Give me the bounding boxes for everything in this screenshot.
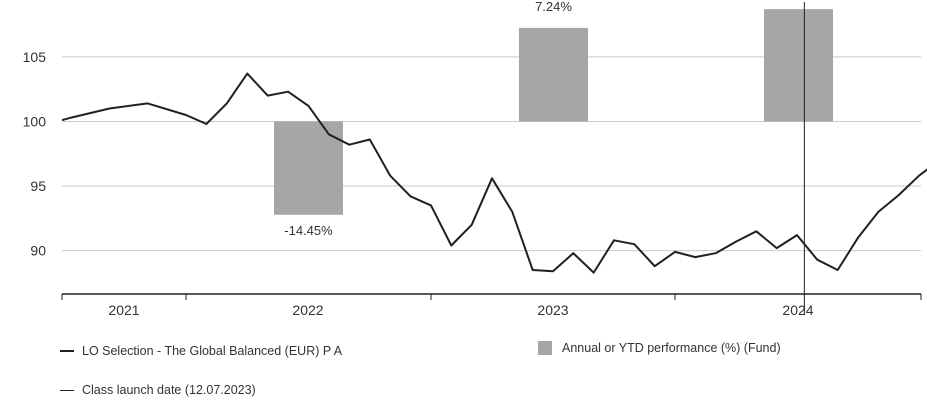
x-tick-label-2023: 2023: [537, 302, 568, 318]
performance-chart: 90 95 100 105 2021 2022 2023 2024 -14.45% 7.24%…: [23, 0, 927, 318]
x-axis: 2021 2022 2023 2024: [61, 293, 922, 318]
series-lines: [61, 72, 927, 274]
legend-series-label: LO Selection - The Global Balanced (EUR)…: [82, 344, 343, 358]
legend-launch-swatch: [60, 389, 74, 391]
series-line-0: [61, 72, 927, 274]
y-tick-label: 95: [30, 178, 46, 194]
bar-2022: [274, 121, 343, 215]
legend-series: LO Selection - The Global Balanced (EUR)…: [60, 344, 342, 358]
y-tick-label: 105: [23, 49, 47, 65]
bar-2023: [519, 27, 588, 122]
y-axis-ticks: 90 95 100 105: [23, 49, 47, 259]
legend-bars-label: Annual or YTD performance (%) (Fund): [562, 341, 781, 355]
legend-series-swatch: [60, 350, 74, 352]
y-tick-label: 90: [30, 243, 46, 259]
legend-bars: Annual or YTD performance (%) (Fund): [538, 341, 781, 355]
bar-label-2022: -14.45%: [284, 223, 333, 238]
x-tick-label-2024: 2024: [782, 302, 813, 318]
bar-labels: -14.45%7.24%8.69%: [284, 0, 572, 238]
legend-launch: Class launch date (12.07.2023): [60, 383, 256, 397]
y-tick-label: 100: [23, 113, 47, 129]
legend-bars-swatch: [538, 341, 552, 355]
legend-launch-label: Class launch date (12.07.2023): [82, 383, 256, 397]
bar-label-2023: 7.24%: [535, 0, 572, 14]
x-tick-label-2021: 2021: [108, 302, 139, 318]
x-tick-label-2022: 2022: [292, 302, 323, 318]
performance-bars: [274, 9, 833, 215]
bar-2024: [764, 9, 833, 122]
